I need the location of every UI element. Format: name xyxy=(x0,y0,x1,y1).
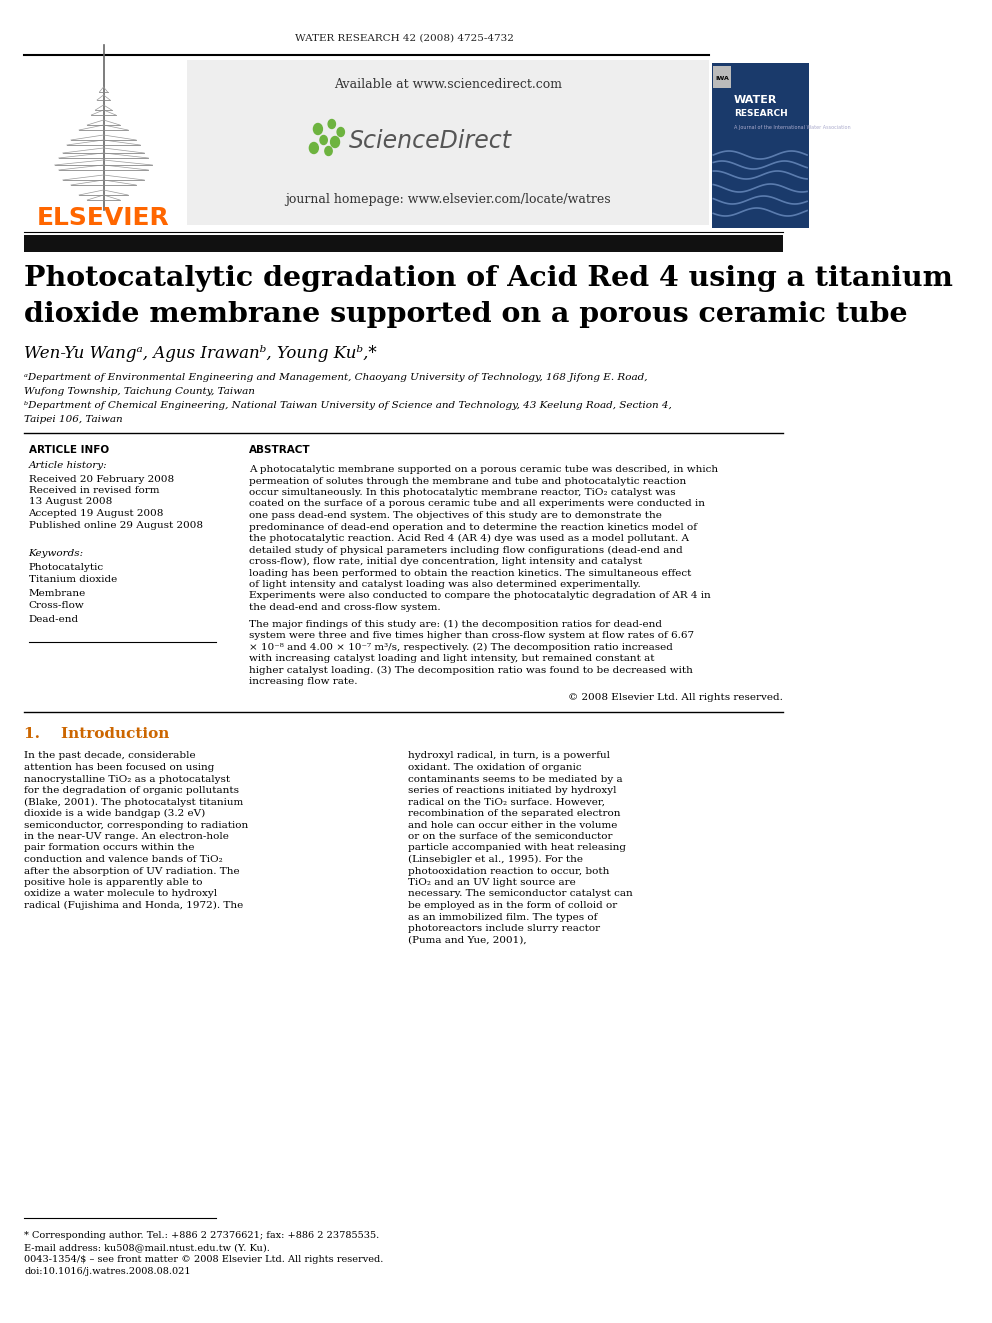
Bar xyxy=(187,60,709,225)
Text: Membrane: Membrane xyxy=(29,589,85,598)
Text: The major findings of this study are: (1) the decomposition ratios for dead-end: The major findings of this study are: (1… xyxy=(249,619,662,628)
Text: ARTICLE INFO: ARTICLE INFO xyxy=(29,445,109,455)
Text: occur simultaneously. In this photocatalytic membrane reactor, TiO₂ catalyst was: occur simultaneously. In this photocatal… xyxy=(249,488,676,497)
Text: Photocatalytic: Photocatalytic xyxy=(29,562,103,572)
Text: cross-flow), flow rate, initial dye concentration, light intensity and catalyst: cross-flow), flow rate, initial dye conc… xyxy=(249,557,642,566)
Text: 13 August 2008: 13 August 2008 xyxy=(29,497,112,507)
Bar xyxy=(25,60,186,225)
Circle shape xyxy=(320,135,327,144)
Circle shape xyxy=(324,147,332,156)
Text: WATER: WATER xyxy=(734,95,777,105)
Text: Received 20 February 2008: Received 20 February 2008 xyxy=(29,475,174,483)
Text: photoreactors include slurry reactor: photoreactors include slurry reactor xyxy=(408,923,600,933)
Text: attention has been focused on using: attention has been focused on using xyxy=(25,763,215,773)
Text: 0043-1354/$ – see front matter © 2008 Elsevier Ltd. All rights reserved.: 0043-1354/$ – see front matter © 2008 El… xyxy=(25,1256,384,1263)
Text: * Corresponding author. Tel.: +886 2 27376621; fax: +886 2 23785535.: * Corresponding author. Tel.: +886 2 273… xyxy=(25,1230,380,1240)
Text: dioxide membrane supported on a porous ceramic tube: dioxide membrane supported on a porous c… xyxy=(25,300,908,328)
Text: loading has been performed to obtain the reaction kinetics. The simultaneous eff: loading has been performed to obtain the… xyxy=(249,569,691,578)
Text: E-mail address: ku508@mail.ntust.edu.tw (Y. Ku).: E-mail address: ku508@mail.ntust.edu.tw … xyxy=(25,1244,271,1252)
Text: WATER RESEARCH 42 (2008) 4725-4732: WATER RESEARCH 42 (2008) 4725-4732 xyxy=(295,33,514,42)
Text: necessary. The semiconductor catalyst can: necessary. The semiconductor catalyst ca… xyxy=(408,889,632,898)
Text: Wufong Township, Taichung County, Taiwan: Wufong Township, Taichung County, Taiwan xyxy=(25,386,255,396)
Text: A photocatalytic membrane supported on a porous ceramic tube was described, in w: A photocatalytic membrane supported on a… xyxy=(249,464,718,474)
Text: 1.    Introduction: 1. Introduction xyxy=(25,726,170,741)
Text: contaminants seems to be mediated by a: contaminants seems to be mediated by a xyxy=(408,774,622,783)
Text: permeation of solutes through the membrane and tube and photocatalytic reaction: permeation of solutes through the membra… xyxy=(249,476,685,486)
Bar xyxy=(711,53,808,64)
Text: particle accompanied with heat releasing: particle accompanied with heat releasing xyxy=(408,844,626,852)
Text: Titanium dioxide: Titanium dioxide xyxy=(29,576,117,585)
Text: RESEARCH: RESEARCH xyxy=(734,110,788,119)
Text: ELSEVIER: ELSEVIER xyxy=(37,206,170,230)
Text: ScienceDirect: ScienceDirect xyxy=(349,130,512,153)
Text: dioxide is a wide bandgap (3.2 eV): dioxide is a wide bandgap (3.2 eV) xyxy=(25,808,205,818)
Text: as an immobilized film. The types of: as an immobilized film. The types of xyxy=(408,913,597,922)
Text: positive hole is apparently able to: positive hole is apparently able to xyxy=(25,878,203,886)
Text: Article history:: Article history: xyxy=(29,460,107,470)
Text: A Journal of the International Water Association: A Journal of the International Water Ass… xyxy=(734,126,850,131)
Text: one pass dead-end system. The objectives of this study are to demonstrate the: one pass dead-end system. The objectives… xyxy=(249,511,662,520)
Circle shape xyxy=(313,123,322,135)
Text: the photocatalytic reaction. Acid Red 4 (AR 4) dye was used as a model pollutant: the photocatalytic reaction. Acid Red 4 … xyxy=(249,534,688,544)
Text: (Linsebigler et al., 1995). For the: (Linsebigler et al., 1995). For the xyxy=(408,855,582,864)
Text: increasing flow rate.: increasing flow rate. xyxy=(249,677,357,687)
Text: (Puma and Yue, 2001),: (Puma and Yue, 2001), xyxy=(408,935,526,945)
Text: Dead-end: Dead-end xyxy=(29,614,78,623)
Bar xyxy=(713,66,731,89)
Text: oxidize a water molecule to hydroxyl: oxidize a water molecule to hydroxyl xyxy=(25,889,217,898)
Text: oxidant. The oxidation of organic: oxidant. The oxidation of organic xyxy=(408,763,581,773)
Circle shape xyxy=(328,119,335,128)
Text: be employed as in the form of colloid or: be employed as in the form of colloid or xyxy=(408,901,617,910)
Circle shape xyxy=(337,127,344,136)
Text: ᵃDepartment of Environmental Engineering and Management, Chaoyang University of : ᵃDepartment of Environmental Engineering… xyxy=(25,373,648,381)
Text: and hole can occur either in the volume: and hole can occur either in the volume xyxy=(408,820,617,830)
Text: nanocrystalline TiO₂ as a photocatalyst: nanocrystalline TiO₂ as a photocatalyst xyxy=(25,774,230,783)
Text: (Blake, 2001). The photocatalyst titanium: (Blake, 2001). The photocatalyst titaniu… xyxy=(25,798,244,807)
Text: Photocatalytic degradation of Acid Red 4 using a titanium: Photocatalytic degradation of Acid Red 4… xyxy=(25,265,953,291)
Text: coated on the surface of a porous ceramic tube and all experiments were conducte: coated on the surface of a porous cerami… xyxy=(249,500,704,508)
Text: © 2008 Elsevier Ltd. All rights reserved.: © 2008 Elsevier Ltd. All rights reserved… xyxy=(567,693,783,703)
Text: In the past decade, considerable: In the past decade, considerable xyxy=(25,751,196,761)
Text: detailed study of physical parameters including flow configurations (dead-end an: detailed study of physical parameters in… xyxy=(249,545,682,554)
Text: for the degradation of organic pollutants: for the degradation of organic pollutant… xyxy=(25,786,239,795)
Text: journal homepage: www.elsevier.com/locate/watres: journal homepage: www.elsevier.com/locat… xyxy=(286,193,611,206)
Text: or on the surface of the semiconductor: or on the surface of the semiconductor xyxy=(408,832,612,841)
Text: Available at www.sciencedirect.com: Available at www.sciencedirect.com xyxy=(334,78,562,91)
Text: series of reactions initiated by hydroxyl: series of reactions initiated by hydroxy… xyxy=(408,786,616,795)
Circle shape xyxy=(330,136,339,147)
Text: pair formation occurs within the: pair formation occurs within the xyxy=(25,844,195,852)
Text: semiconductor, corresponding to radiation: semiconductor, corresponding to radiatio… xyxy=(25,820,249,830)
Text: with increasing catalyst loading and light intensity, but remained constant at: with increasing catalyst loading and lig… xyxy=(249,654,654,663)
Text: the dead-end and cross-flow system.: the dead-end and cross-flow system. xyxy=(249,603,440,613)
Circle shape xyxy=(310,143,318,153)
Text: of light intensity and catalyst loading was also determined experimentally.: of light intensity and catalyst loading … xyxy=(249,579,641,589)
Text: Experiments were also conducted to compare the photocatalytic degradation of AR : Experiments were also conducted to compa… xyxy=(249,591,710,601)
Text: × 10⁻⁸ and 4.00 × 10⁻⁷ m³/s, respectively. (2) The decomposition ratio increased: × 10⁻⁸ and 4.00 × 10⁻⁷ m³/s, respectivel… xyxy=(249,643,673,652)
Text: radical on the TiO₂ surface. However,: radical on the TiO₂ surface. However, xyxy=(408,798,604,807)
Text: in the near-UV range. An electron-hole: in the near-UV range. An electron-hole xyxy=(25,832,229,841)
Text: ABSTRACT: ABSTRACT xyxy=(249,445,310,455)
Text: TiO₂ and an UV light source are: TiO₂ and an UV light source are xyxy=(408,878,575,886)
Text: after the absorption of UV radiation. The: after the absorption of UV radiation. Th… xyxy=(25,867,240,876)
Bar xyxy=(711,56,808,228)
Text: Wen-Yu Wangᵃ, Agus Irawanᵇ, Young Kuᵇ,*: Wen-Yu Wangᵃ, Agus Irawanᵇ, Young Kuᵇ,* xyxy=(25,344,377,361)
Text: Accepted 19 August 2008: Accepted 19 August 2008 xyxy=(29,509,164,519)
Text: hydroxyl radical, in turn, is a powerful: hydroxyl radical, in turn, is a powerful xyxy=(408,751,610,761)
Text: Keywords:: Keywords: xyxy=(29,549,83,557)
Text: predominance of dead-end operation and to determine the reaction kinetics model : predominance of dead-end operation and t… xyxy=(249,523,696,532)
Text: Received in revised form: Received in revised form xyxy=(29,486,159,495)
Text: Taipei 106, Taiwan: Taipei 106, Taiwan xyxy=(25,414,123,423)
Text: system were three and five times higher than cross-flow system at flow rates of : system were three and five times higher … xyxy=(249,631,693,640)
Text: radical (Fujishima and Honda, 1972). The: radical (Fujishima and Honda, 1972). The xyxy=(25,901,244,910)
Text: doi:10.1016/j.watres.2008.08.021: doi:10.1016/j.watres.2008.08.021 xyxy=(25,1267,191,1275)
Text: recombination of the separated electron: recombination of the separated electron xyxy=(408,808,620,818)
Text: IWA: IWA xyxy=(715,75,729,81)
Text: photooxidation reaction to occur, both: photooxidation reaction to occur, both xyxy=(408,867,609,876)
Bar xyxy=(25,235,783,251)
Text: ᵇDepartment of Chemical Engineering, National Taiwan University of Science and T: ᵇDepartment of Chemical Engineering, Nat… xyxy=(25,401,673,410)
Text: Cross-flow: Cross-flow xyxy=(29,602,84,610)
Text: Published online 29 August 2008: Published online 29 August 2008 xyxy=(29,520,202,529)
Text: higher catalyst loading. (3) The decomposition ratio was found to be decreased w: higher catalyst loading. (3) The decompo… xyxy=(249,665,692,675)
Text: conduction and valence bands of TiO₂: conduction and valence bands of TiO₂ xyxy=(25,855,223,864)
